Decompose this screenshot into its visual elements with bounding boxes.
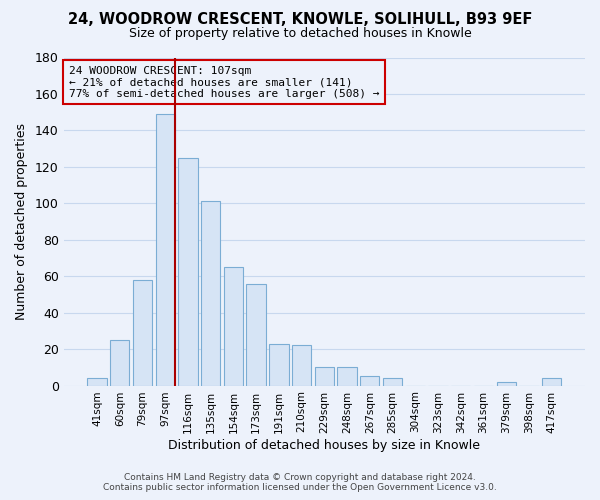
Bar (269, 344, 289, 386)
Text: 24 WOODROW CRESCENT: 107sqm
← 21% of detached houses are smaller (141)
77% of se: 24 WOODROW CRESCENT: 107sqm ← 21% of det… (69, 66, 379, 99)
Bar (292, 346, 311, 386)
Bar (314, 368, 334, 386)
Bar (337, 368, 357, 386)
Bar (224, 267, 243, 386)
Y-axis label: Number of detached properties: Number of detached properties (15, 123, 28, 320)
X-axis label: Distribution of detached houses by size in Knowle: Distribution of detached houses by size … (169, 440, 481, 452)
Bar (542, 378, 562, 386)
Bar (383, 378, 402, 386)
Text: Size of property relative to detached houses in Knowle: Size of property relative to detached ho… (128, 28, 472, 40)
Bar (360, 376, 379, 386)
Bar (497, 382, 516, 386)
Bar (88, 378, 107, 386)
Bar (178, 158, 197, 386)
Bar (155, 114, 175, 386)
Bar (110, 340, 130, 386)
Bar (247, 284, 266, 386)
Text: Contains HM Land Registry data © Crown copyright and database right 2024.
Contai: Contains HM Land Registry data © Crown c… (103, 473, 497, 492)
Bar (201, 202, 220, 386)
Bar (133, 280, 152, 386)
Text: 24, WOODROW CRESCENT, KNOWLE, SOLIHULL, B93 9EF: 24, WOODROW CRESCENT, KNOWLE, SOLIHULL, … (68, 12, 532, 28)
